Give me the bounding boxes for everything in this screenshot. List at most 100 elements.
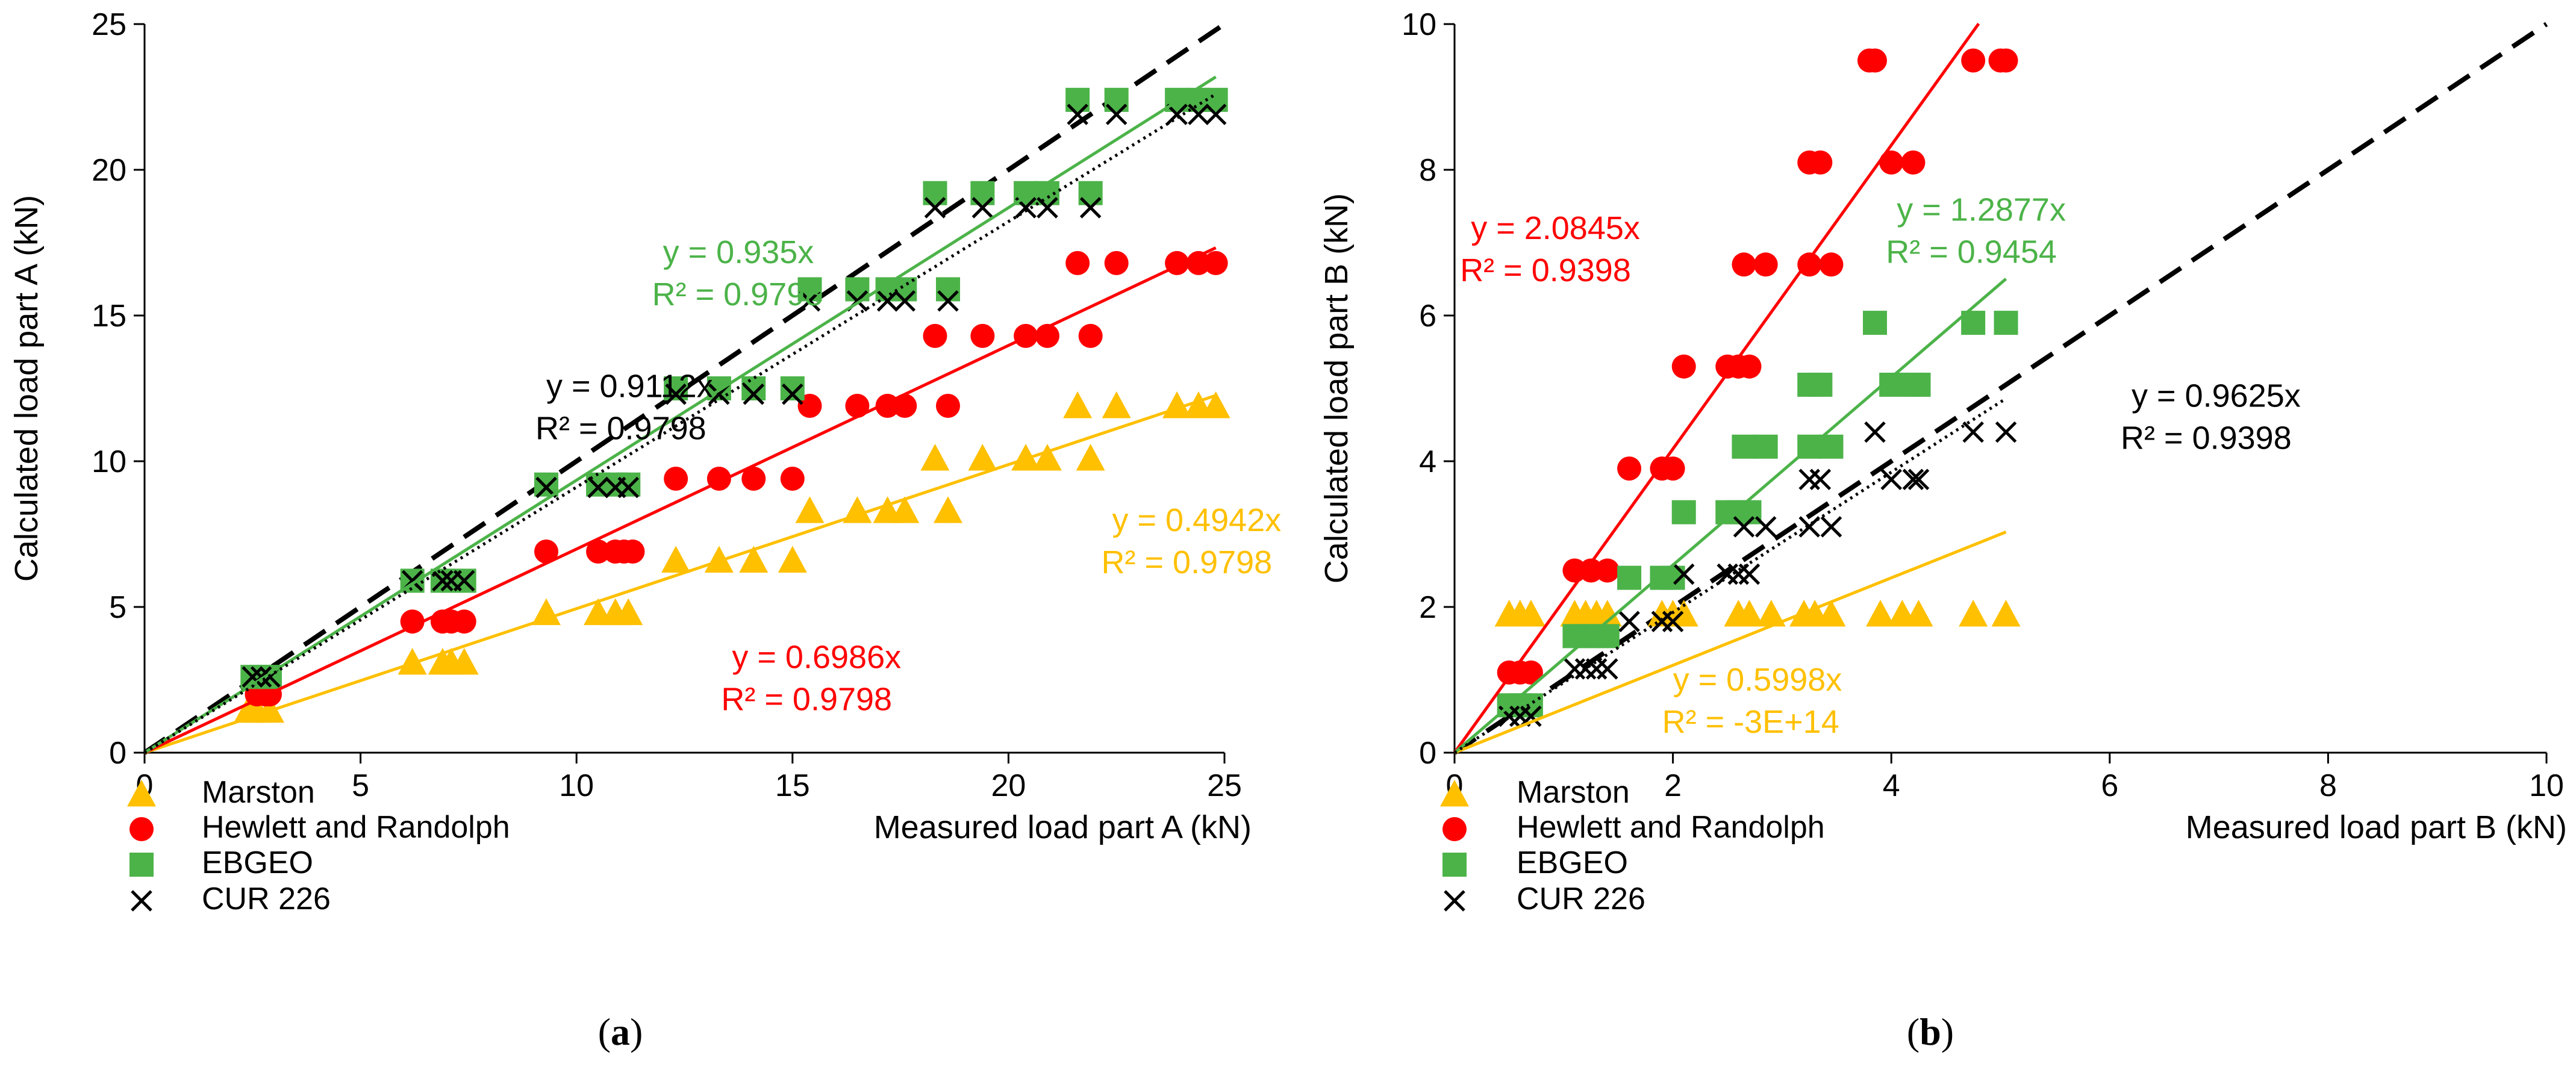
panel-a-legend-label: Marston — [202, 775, 315, 810]
panel-a-point-circle — [1104, 250, 1129, 275]
panel-a-legend-marker — [127, 780, 156, 807]
panel-b-point-x — [1820, 516, 1842, 538]
panel-a-point-circle — [741, 467, 766, 491]
panel-a-y-tick-label: 10 — [92, 444, 126, 479]
panel-a-point-x — [432, 570, 454, 592]
panel-a-point-circle — [1078, 323, 1103, 348]
panel-b-trendline-marston — [1454, 530, 2007, 754]
panel-b-trend-r2: R² = 0.9398 — [2121, 420, 2292, 456]
panel-b-point-circle — [1737, 354, 1762, 379]
panel-b-point-square — [1994, 311, 2018, 335]
panel-a-identity-line — [143, 22, 1226, 755]
panel-a-point-x — [1037, 197, 1058, 219]
panel-b-point-triangle — [1904, 600, 1933, 627]
panel-a-trend-equation: y = 0.935x — [663, 234, 814, 270]
panel-b-legend-marker — [1442, 853, 1467, 877]
panel-b-legend-label: Hewlett and Randolph — [1517, 810, 1825, 845]
panel-a-point-square — [935, 277, 960, 302]
panel-b-point-x — [1733, 516, 1755, 538]
panel-a-point-x — [937, 290, 959, 312]
panel-b-y-axis-title: Calculated load part B (kN) — [1318, 193, 1355, 583]
panel-a-legend-marker — [129, 817, 154, 841]
panel-b-y-tick-label: 6 — [1419, 299, 1436, 334]
panel-a-point-triangle — [933, 496, 962, 523]
panel-a-point-circle — [923, 323, 947, 348]
panel-a-point-circle — [1203, 250, 1228, 275]
panel-a-point-triangle — [1032, 444, 1062, 471]
panel-a-point-triangle — [778, 546, 807, 573]
panel-a-point-triangle — [661, 546, 691, 573]
panel-a-point-x — [617, 476, 640, 499]
panel-b-trend-equation: y = 2.0845x — [1471, 210, 1640, 246]
panel-a-point-square — [1104, 87, 1129, 112]
panel-a-point-x — [782, 383, 803, 405]
panel-a-point-x — [587, 476, 609, 499]
panel-a-chart: 05101520250510152025Calculated load part… — [8, 7, 1281, 916]
panel-b-x-tick-label: 6 — [2101, 768, 2118, 803]
panel-b-point-circle — [1901, 150, 1926, 175]
panel-b-point-square — [1819, 434, 1844, 459]
panel-b-x-tick-label: 10 — [2529, 768, 2564, 803]
panel-b-point-x — [1880, 468, 1902, 491]
panel-b-point-circle — [1879, 150, 1904, 175]
panel-a-point-x — [665, 383, 687, 405]
panel-b-legend-marker — [1440, 780, 1469, 807]
panel-b-point-x — [1809, 468, 1832, 491]
panel-b-trend-equation: y = 1.2877x — [1897, 192, 2066, 228]
panel-b-point-triangle — [1735, 600, 1764, 627]
panel-a-point-circle — [970, 323, 995, 348]
panel-a-y-tick-label: 20 — [92, 153, 126, 188]
panel-a-legend-marker — [129, 853, 154, 877]
panel-a-legend-label: EBGEO — [202, 845, 313, 880]
panel-b-identity-line — [1453, 22, 2548, 755]
panel-a-point-x — [1205, 104, 1227, 125]
panel-b-series-cur-226 — [1498, 421, 2017, 727]
panel-a-x-tick-label: 5 — [352, 768, 369, 803]
panel-a-trendline-hewlett-and-randolph — [143, 246, 1217, 754]
panel-b-point-circle — [1863, 48, 1888, 73]
panel-a-point-square — [741, 376, 766, 400]
panel-a-y-tick-label: 15 — [92, 299, 126, 334]
panel-b-point-triangle — [1991, 600, 2021, 627]
panel-a-point-x — [1105, 104, 1127, 125]
panel-a-series-marston — [234, 391, 1230, 723]
panel-a-point-circle — [1065, 250, 1090, 275]
panel-a-point-triangle — [968, 444, 997, 471]
panel-b-y-tick-label: 8 — [1419, 153, 1436, 188]
panel-a-point-circle — [400, 609, 425, 634]
panel-a-point-triangle — [704, 546, 734, 573]
panel-b-point-x — [1574, 658, 1597, 680]
panel-a-y-axis-title: Calculated load part A (kN) — [8, 195, 45, 582]
panel-b-point-circle — [1753, 252, 1778, 277]
panel-a-x-tick-label: 25 — [1207, 768, 1242, 803]
panel-b-point-circle — [1732, 252, 1756, 277]
panel-a-point-square — [1065, 87, 1090, 112]
panel-b-x-axis-title: Measured load part B (kN) — [2186, 809, 2567, 845]
panel-a-point-square — [797, 277, 822, 302]
panel-b-trendline-hewlett-and-randolph — [1453, 22, 1980, 754]
panel-a-point-triangle — [1102, 391, 1131, 418]
panel-a-point-circle — [586, 540, 611, 564]
panel-a-point-x — [1166, 104, 1188, 125]
panel-b-legend-label: Marston — [1517, 775, 1630, 810]
panel-a-trend-r2: R² = 0.9798 — [652, 276, 823, 313]
panel-a-point-x — [743, 383, 765, 405]
panel-b-point-circle — [1595, 558, 1620, 583]
panel-a-point-square — [923, 181, 947, 205]
panel-a-y-tick-label: 0 — [109, 736, 126, 771]
panel-a-point-x — [876, 290, 899, 312]
panel-a-point-x — [1188, 104, 1209, 125]
panel-b-point-circle — [1808, 150, 1833, 175]
panel-a-point-circle — [534, 540, 558, 564]
panel-b-point-circle — [1961, 48, 1986, 73]
panel-a-point-square — [780, 376, 805, 400]
panel-b-y-tick-label: 4 — [1419, 444, 1436, 479]
panel-a-point-x — [453, 570, 475, 592]
panel-b-point-x — [1798, 468, 1820, 491]
panel-b-point-x — [1564, 658, 1586, 680]
panel-b-point-square — [1732, 434, 1756, 459]
panel-b-point-triangle — [1959, 600, 1988, 627]
panel-a-point-square — [664, 376, 688, 400]
